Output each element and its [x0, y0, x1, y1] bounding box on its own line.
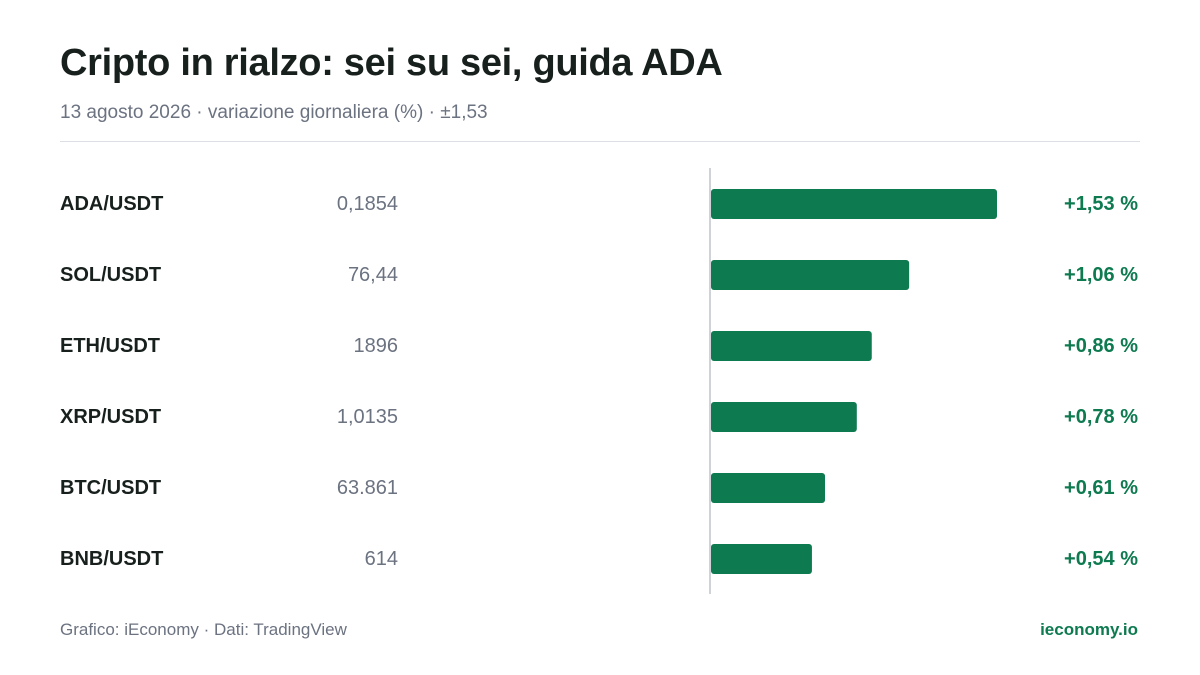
- bar-eth: [711, 331, 872, 361]
- change-label: +0,78 %: [1064, 406, 1138, 428]
- pair-label: ETH/USDT: [60, 335, 160, 357]
- price-label: 76,44: [348, 264, 398, 286]
- header-divider: [60, 141, 1140, 142]
- pair-label: BTC/USDT: [60, 477, 161, 499]
- change-label: +0,61 %: [1064, 477, 1138, 499]
- price-label: 63.861: [337, 477, 398, 499]
- bar-chart: ADA/USDT 0,1854 +1,53 % SOL/USDT 76,44 +1,06 …: [60, 168, 1138, 594]
- pair-label: XRP/USDT: [60, 406, 161, 428]
- change-label: +0,86 %: [1064, 335, 1138, 357]
- source-credit: Grafico: iEconomy · Dati: TradingView: [60, 620, 347, 639]
- chart-title: Cripto in rialzo: sei su sei, guida ADA: [60, 42, 723, 84]
- price-label: 1,0135: [337, 406, 398, 428]
- pair-label: SOL/USDT: [60, 264, 161, 286]
- bar-btc: [711, 473, 826, 503]
- change-label: +1,06 %: [1064, 264, 1138, 286]
- pair-label: ADA/USDT: [60, 193, 163, 215]
- price-label: 0,1854: [337, 193, 398, 215]
- bar-ada: [711, 189, 997, 219]
- change-label: +0,54 %: [1064, 548, 1138, 570]
- price-label: 614: [365, 548, 398, 570]
- change-label: +1,53 %: [1064, 193, 1138, 215]
- bar-sol: [711, 260, 910, 290]
- bar-xrp: [711, 402, 857, 432]
- brand-link[interactable]: ieconomy.io: [1040, 620, 1138, 639]
- pair-label: BNB/USDT: [60, 548, 163, 570]
- chart-subtitle: 13 agosto 2026 · variazione giornaliera …: [60, 102, 488, 123]
- bar-bnb: [711, 544, 812, 574]
- price-label: 1896: [354, 335, 399, 357]
